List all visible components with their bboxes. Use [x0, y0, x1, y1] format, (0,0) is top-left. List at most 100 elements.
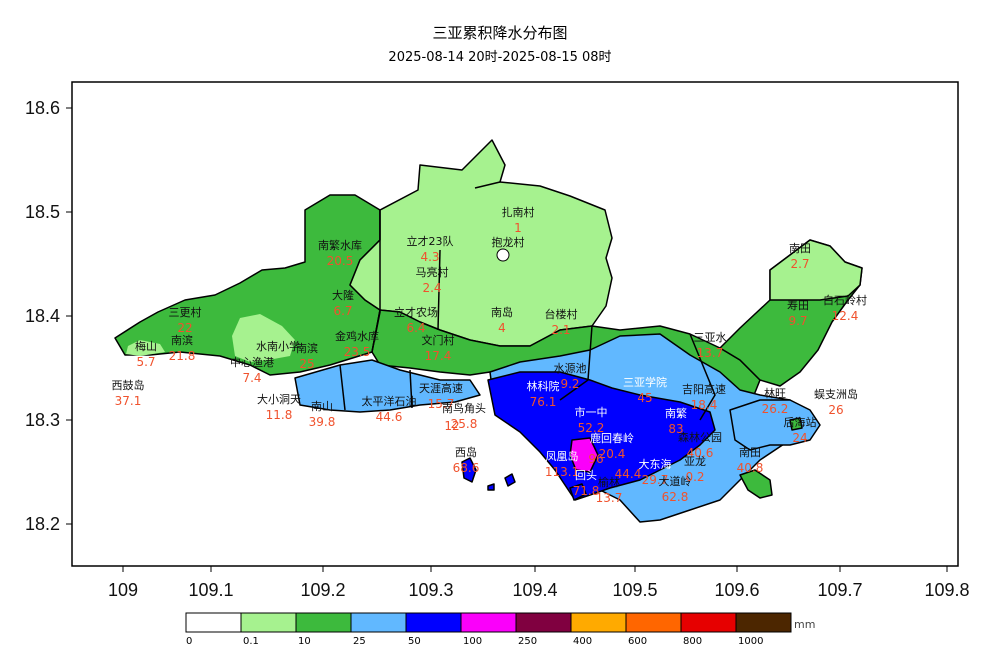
map-title: 三亚累积降水分布图 — [432, 24, 568, 42]
legend-break-label: 400 — [573, 636, 592, 647]
legend: 0 0.1 10 25 50 100 250 400 600 800 1000 mm — [185, 612, 815, 647]
y-tick-label: 18.4 — [25, 306, 60, 326]
x-tick-label: 109.6 — [714, 580, 759, 600]
station-name: 水南小学 — [256, 339, 300, 353]
district-boundaries — [339, 181, 716, 421]
station-value: 44.4 — [615, 467, 642, 481]
station-name: 森林公园 — [678, 430, 722, 444]
station-value: 9.2 — [560, 377, 579, 391]
station-name: 三亚学院 — [623, 375, 667, 389]
station-name: 南鸟角头 — [442, 401, 486, 415]
station-name: 寿田 — [787, 298, 809, 312]
station-name: 凤凰岛 — [546, 449, 579, 463]
station-name: 太平洋石油 — [362, 394, 417, 408]
station-name: 中心渔港 — [230, 356, 274, 369]
station-value: 68.6 — [453, 461, 480, 475]
region-southeast-blue — [729, 399, 821, 451]
station-value: 12 — [444, 419, 459, 433]
station-name: 南田 — [789, 242, 811, 255]
x-tick-label: 109.3 — [408, 580, 453, 600]
station-name: 南滨 — [296, 341, 318, 355]
legend-swatch — [185, 612, 242, 633]
station-name: 亚龙 — [684, 455, 706, 468]
region-east-light — [769, 239, 863, 301]
station-value: 2.4 — [422, 281, 441, 295]
x-tick-label: 109.2 — [300, 580, 345, 600]
station-name: 吉阳高速 — [682, 382, 726, 396]
station-name: 市一中 — [575, 405, 608, 419]
legend-break-label: 0 — [186, 636, 192, 647]
station-name: 天涯高速 — [419, 381, 463, 395]
station-name: 回头 — [575, 469, 597, 482]
legend-swatch — [625, 612, 682, 633]
islet-west — [461, 457, 477, 483]
station-value: 113.1 — [545, 465, 579, 479]
station-value: 15.7 — [428, 397, 455, 411]
y-tick-label: 18.2 — [25, 514, 60, 534]
station-name: 大东海 — [639, 457, 672, 471]
legend-swatch — [295, 612, 352, 633]
station-name: 扎南村 — [502, 205, 535, 219]
station-name: 南繁水库 — [318, 238, 362, 252]
station-name: 立才农场 — [394, 305, 438, 319]
legend-break-label: 800 — [683, 636, 702, 647]
station-name: 南山 — [311, 400, 333, 413]
station-name: 台楼村 — [545, 307, 578, 321]
islet-dot2 — [487, 483, 495, 491]
station-name: 林科院 — [527, 379, 560, 393]
legend-break-label: 50 — [408, 636, 421, 647]
station-value: 9.7 — [788, 314, 807, 328]
islet-green — [739, 469, 773, 499]
station-value: 20.5 — [327, 254, 354, 268]
station-name: 后海站 — [784, 415, 817, 429]
station-value: 39.8 — [309, 415, 336, 429]
islet-dot3 — [569, 483, 587, 501]
legend-break-label: 10 — [298, 636, 311, 647]
legend-swatch — [515, 612, 572, 633]
station-value: 6.4 — [406, 321, 425, 335]
station-name: 白石岭村 — [823, 293, 867, 307]
station-name: 南岛 — [491, 305, 513, 319]
station-value: 17.4 — [425, 349, 452, 363]
legend-swatch — [570, 612, 627, 633]
station-value: 40.6 — [687, 446, 714, 460]
station-value: 52.2 — [578, 421, 605, 435]
x-tick-label: 109.8 — [924, 580, 969, 600]
station-value: 0.2 — [685, 470, 704, 484]
station-value: 20.4 — [599, 447, 626, 461]
station-value: 83 — [668, 422, 683, 436]
y-tick-label: 18.5 — [25, 202, 60, 222]
y-axis: 18.6 18.5 18.4 18.3 18.2 — [25, 98, 72, 534]
legend-break-label: 25 — [353, 636, 366, 647]
station-name: 水源池 — [554, 361, 587, 375]
station-value: 7.4 — [242, 371, 261, 385]
station-name: 南田 — [739, 446, 761, 459]
station-name: 大道岭 — [659, 474, 692, 488]
station-name: 金鸡水库 — [335, 329, 379, 343]
x-tick-label: 109.5 — [612, 580, 657, 600]
station-name: 大小洞天 — [257, 392, 301, 406]
station-name: 文门村 — [422, 333, 455, 347]
station-name: 鹿回春岭 — [590, 431, 634, 445]
station-value: 5.7 — [136, 355, 155, 369]
station-value: 4 — [498, 321, 506, 335]
station-name: 马亮村 — [416, 265, 449, 279]
station-name: 梅山 — [135, 339, 157, 353]
station-value: 76.1 — [530, 395, 557, 409]
station-name: 西岛 — [455, 445, 477, 459]
islet-dot4 — [789, 417, 803, 431]
legend-swatch — [460, 612, 517, 633]
legend-break-label: 600 — [628, 636, 647, 647]
legend-swatch — [735, 612, 792, 633]
station-value: 26.2 — [762, 402, 789, 416]
station-value: 4.3 — [420, 250, 439, 264]
station-value: 37.1 — [115, 394, 142, 408]
station-value: 21.8 — [169, 349, 196, 363]
region-north-light — [349, 139, 613, 347]
region-west-light-2 — [126, 340, 165, 356]
station-value: 12.4 — [832, 309, 859, 323]
x-axis: 109 109.1 109.2 109.3 109.4 109.5 109.6 109.7 10… — [108, 566, 970, 600]
station-value: 13.7 — [596, 491, 623, 505]
station-value: 1 — [514, 221, 522, 235]
